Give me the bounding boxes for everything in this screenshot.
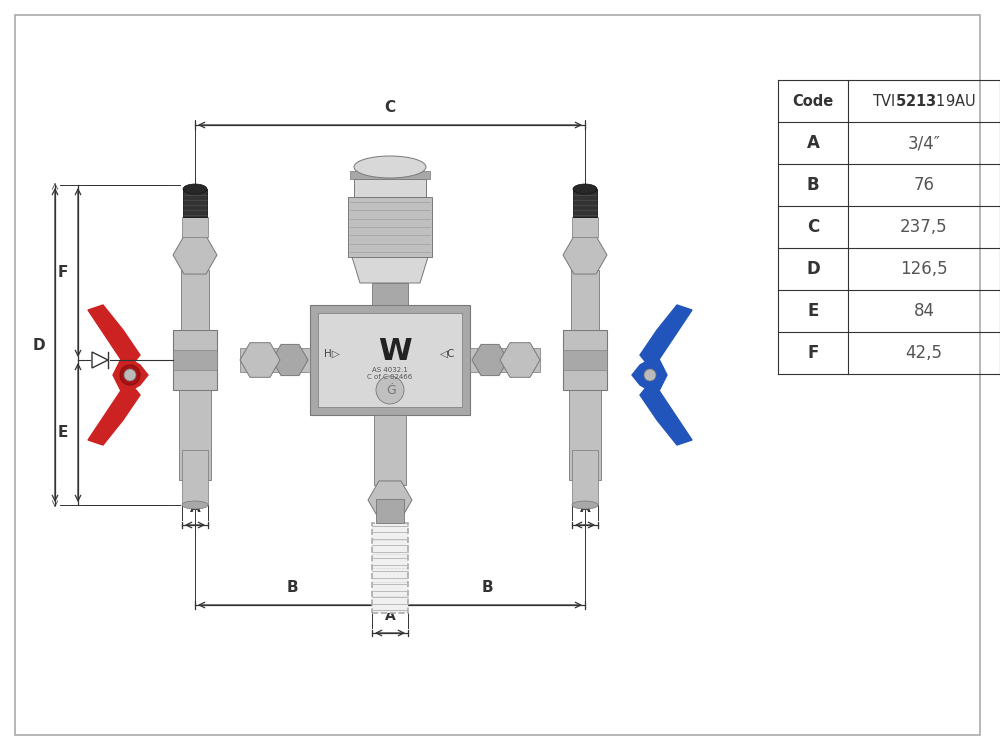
Bar — [183, 189, 207, 217]
Text: C of C 02466: C of C 02466 — [367, 374, 413, 380]
Text: Ġ: Ġ — [386, 383, 396, 397]
Bar — [572, 450, 598, 505]
Circle shape — [376, 376, 404, 404]
Polygon shape — [640, 380, 692, 445]
Bar — [348, 197, 432, 257]
Text: 76: 76 — [914, 176, 934, 194]
Text: 126,5: 126,5 — [900, 260, 948, 278]
Bar — [181, 270, 209, 330]
Text: A: A — [580, 501, 590, 515]
Text: 3/4″: 3/4″ — [908, 134, 940, 152]
Bar — [573, 189, 597, 217]
Text: AS 4032.1: AS 4032.1 — [372, 367, 408, 373]
Bar — [569, 390, 601, 480]
Bar — [563, 330, 607, 390]
Bar — [240, 348, 310, 372]
Text: E: E — [58, 425, 68, 440]
Text: D: D — [806, 260, 820, 278]
Polygon shape — [640, 305, 692, 370]
Bar — [374, 415, 406, 485]
Circle shape — [644, 369, 656, 381]
Text: D: D — [32, 338, 45, 352]
Bar — [372, 283, 408, 305]
Bar — [572, 217, 598, 237]
Text: B: B — [482, 580, 493, 595]
Circle shape — [120, 365, 140, 385]
Bar — [182, 450, 208, 505]
Text: A: A — [385, 609, 395, 623]
Circle shape — [124, 369, 136, 381]
Bar — [354, 179, 426, 197]
Text: A: A — [807, 134, 819, 152]
Text: C: C — [807, 218, 819, 236]
Text: B: B — [807, 176, 819, 194]
Polygon shape — [88, 305, 140, 370]
Bar — [179, 390, 211, 480]
Text: W: W — [378, 338, 412, 367]
Bar — [310, 305, 470, 415]
Ellipse shape — [573, 184, 597, 194]
Polygon shape — [632, 355, 667, 395]
Bar — [173, 330, 217, 390]
Text: Code: Code — [792, 94, 834, 109]
Polygon shape — [352, 257, 428, 283]
Text: H▷: H▷ — [324, 349, 340, 359]
Ellipse shape — [572, 501, 598, 509]
Text: E: E — [807, 302, 819, 320]
Text: C: C — [384, 100, 396, 115]
Bar — [470, 348, 540, 372]
Polygon shape — [88, 380, 140, 445]
Text: F: F — [807, 344, 819, 362]
Ellipse shape — [354, 156, 426, 178]
Bar — [350, 171, 430, 179]
Bar — [318, 313, 462, 407]
Text: 84: 84 — [914, 302, 934, 320]
Polygon shape — [113, 355, 148, 395]
Ellipse shape — [182, 501, 208, 509]
Ellipse shape — [183, 184, 207, 194]
Bar — [372, 523, 408, 613]
Bar — [571, 270, 599, 330]
Text: F: F — [58, 265, 68, 280]
Bar — [173, 350, 217, 370]
Text: TVI$\bf{5213}$19AU: TVI$\bf{5213}$19AU — [872, 93, 976, 109]
Bar — [563, 350, 607, 370]
Text: 42,5: 42,5 — [906, 344, 942, 362]
Text: A: A — [190, 501, 200, 515]
Bar — [182, 217, 208, 237]
Text: 237,5: 237,5 — [900, 218, 948, 236]
Bar — [376, 499, 404, 523]
Text: B: B — [287, 580, 298, 595]
Text: ◁C: ◁C — [440, 349, 456, 359]
